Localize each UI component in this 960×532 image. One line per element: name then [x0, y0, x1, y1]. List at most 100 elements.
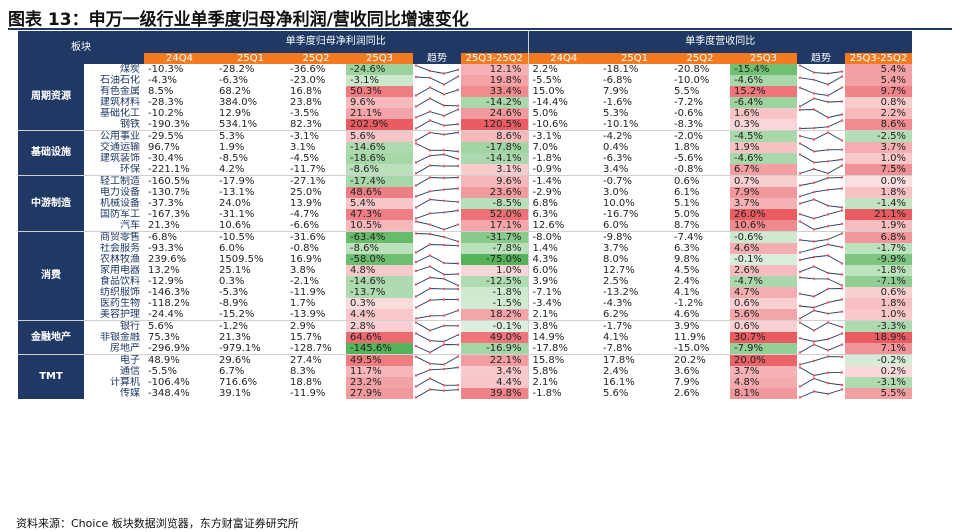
revenue-value-cell: -15.0% — [674, 343, 710, 354]
profit-value-cell: -221.1% — [148, 164, 190, 175]
header-row-groups: 板块 单季度归母净利润同比 单季度营收同比 — [18, 31, 912, 64]
revenue-change-cell: 7.1% — [845, 343, 912, 355]
sparkline-path — [799, 143, 843, 152]
sparkline — [798, 377, 844, 388]
sparkline-point — [442, 363, 446, 366]
revenue-value-cell: -1.2% — [674, 298, 704, 309]
table-row: 社会服务 -93.3% 6.0% -0.8% -8.6% -7.8% 1.4% 3.7% 6.3… — [18, 243, 912, 254]
revenue-group-header: 单季度营收同比 — [527, 31, 912, 53]
sparkline-path — [799, 87, 843, 96]
profit-value-cell: 5.6% — [144, 320, 215, 332]
profit-change-cell: 120.5% — [461, 119, 528, 131]
revenue-value-cell: -1.7% — [599, 320, 670, 332]
profit-value-cell: 239.6% — [148, 254, 187, 265]
profit-change-cell: -1.5% — [461, 298, 528, 309]
sparkline-point — [812, 138, 816, 141]
sparkline-point — [414, 172, 418, 175]
profit-value-cell: -63.4% — [346, 231, 413, 243]
sparkline-point — [428, 314, 432, 318]
trend-cell — [413, 354, 461, 366]
sparkline-path — [415, 377, 459, 387]
sparkline-point — [798, 134, 802, 138]
sparkline-point — [428, 339, 432, 342]
sparkline-point — [826, 148, 830, 151]
revenue-value-cell: 2.5% — [603, 276, 629, 287]
sparkline-point — [798, 153, 802, 156]
sparkline-point — [456, 164, 460, 168]
sparkline-point — [414, 396, 418, 399]
sparkline-point — [428, 232, 432, 236]
sparkline-path — [415, 97, 459, 107]
profit-value-cell: -145.6% — [346, 343, 413, 355]
sparkline — [414, 287, 460, 298]
industry-name: 家用电器 — [100, 265, 140, 276]
sparkline — [798, 298, 844, 309]
trend-cell — [797, 309, 845, 321]
table-row: 有色金属 8.5% 68.2% 16.8% 50.3% 33.4% 15.0% 7.9% 5.5… — [18, 86, 912, 97]
sparkline-point — [456, 287, 460, 291]
profit-change-cell: 33.4% — [461, 86, 528, 97]
trend-cell — [413, 75, 461, 86]
sparkline-point — [840, 139, 844, 142]
profit-value-cell: -11.9% — [290, 388, 326, 399]
revenue-value-cell: 1.8% — [674, 142, 700, 153]
industry-name: 房地产 — [110, 343, 140, 354]
sparkline-point — [414, 306, 418, 309]
revenue-value-cell: 4.3% — [527, 254, 599, 265]
table-row: 建筑材料 -28.3% 384.0% 23.8% 9.6% -14.2% -14.4% -1.… — [18, 97, 912, 108]
sparkline-path — [799, 210, 843, 219]
industry-name: 钢铁 — [120, 119, 140, 130]
revenue-value-cell: 6.3% — [674, 243, 700, 254]
revenue-value-cell: -5.6% — [674, 153, 704, 164]
revenue-value-cell: -1.4% — [527, 175, 599, 187]
trend-cell — [797, 254, 845, 265]
profit-value-cell: -36.6% — [290, 64, 326, 75]
sparkline-path — [415, 244, 459, 253]
revenue-value-cell: -8.0% — [527, 231, 599, 243]
sparkline-point — [414, 139, 418, 142]
sparkline-path — [415, 177, 459, 186]
sparkline-point — [826, 116, 830, 119]
sparkline-point — [428, 351, 432, 354]
trend-cell — [413, 265, 461, 276]
profit-value-cell: -8.9% — [219, 298, 249, 309]
sparkline-path — [415, 356, 459, 365]
sparkline-point — [798, 195, 802, 198]
sparkline-point — [826, 94, 830, 97]
revenue-value-cell: 2.6% — [730, 265, 797, 276]
trend-header: 趋势 — [797, 53, 845, 64]
profit-value-cell: 6.7% — [219, 366, 245, 377]
revenue-change-cell: -2.5% — [845, 130, 912, 142]
trend-cell — [413, 97, 461, 108]
sparkline-point — [812, 374, 816, 377]
sparkline-point — [456, 388, 460, 391]
revenue-change-cell: 0.0% — [845, 175, 912, 187]
sparkline-point — [414, 184, 418, 187]
sparkline-point — [840, 75, 844, 78]
title-rule — [8, 28, 952, 30]
sparkline-path — [799, 333, 843, 342]
profit-change-cell: -8.5% — [461, 198, 528, 209]
profit-value-cell: 64.6% — [346, 332, 413, 343]
profit-change-cell: 22.1% — [461, 354, 528, 366]
profit-change-cell: 8.6% — [461, 130, 528, 142]
sparkline-point — [456, 88, 460, 92]
revenue-value-cell: 17.8% — [599, 354, 670, 366]
sparkline-point — [826, 83, 830, 86]
profit-change-cell: -0.1% — [461, 320, 528, 332]
sparkline-point — [428, 131, 432, 134]
profit-change-cell: 19.8% — [461, 75, 528, 86]
sparkline-point — [798, 86, 802, 89]
profit-change-cell: 17.1% — [461, 220, 528, 232]
sparkline-point — [840, 86, 844, 89]
profit-value-cell: -11.7% — [290, 164, 326, 175]
sparkline — [798, 366, 844, 377]
sparkline-point — [456, 262, 460, 265]
profit-change-cell: 9.6% — [461, 175, 528, 187]
industry-name: 有色金属 — [100, 86, 140, 97]
sparkline-point — [442, 211, 446, 214]
sparkline-point — [826, 213, 830, 216]
sparkline — [798, 142, 844, 153]
sparkline-point — [428, 176, 432, 179]
sparkline-point — [798, 321, 802, 324]
